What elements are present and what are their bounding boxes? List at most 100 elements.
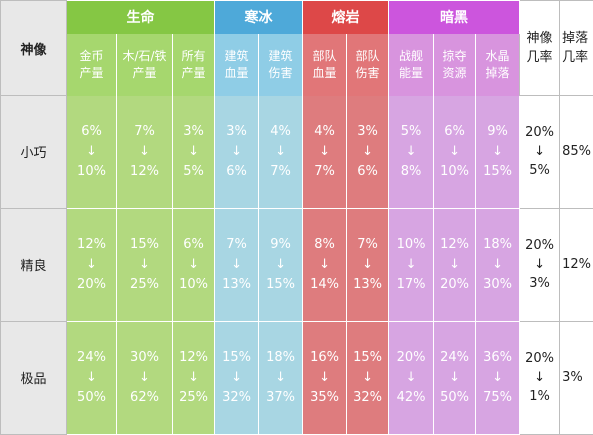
value-to: 15% xyxy=(259,275,302,295)
arrow-icon: ↓ xyxy=(303,255,346,275)
value-to: 8% xyxy=(389,162,433,182)
value-cell: 6%↓10% xyxy=(173,208,215,321)
value-from: 15% xyxy=(117,235,172,255)
rate-header: 神像几率 xyxy=(520,1,560,96)
rate-header-line2: 几率 xyxy=(527,50,553,65)
group-header-row: 神像 生命 寒冰 熔岩 暗黑 神像几率 掉落几率 xyxy=(1,1,593,34)
value-cell: 3%↓6% xyxy=(347,96,389,209)
value-cell: 3%↓5% xyxy=(173,96,215,209)
arrow-icon: ↓ xyxy=(215,368,258,388)
value-cell: 9%↓15% xyxy=(476,96,520,209)
arrow-icon: ↓ xyxy=(347,255,388,275)
arrow-icon: ↓ xyxy=(117,368,172,388)
value-cell: 15%↓32% xyxy=(347,321,389,434)
arrow-icon: ↓ xyxy=(389,368,433,388)
column-header-line: 伤害 xyxy=(269,66,293,80)
value-from: 6% xyxy=(67,122,116,142)
value-from: 3% xyxy=(215,122,258,142)
arrow-icon: ↓ xyxy=(476,142,519,162)
arrow-icon: ↓ xyxy=(67,142,116,162)
column-header-lava-1: 部队伤害 xyxy=(347,34,389,96)
value-cell: 4%↓7% xyxy=(303,96,347,209)
value-from: 16% xyxy=(303,348,346,368)
value-cell: 24%↓50% xyxy=(67,321,117,434)
value-from: 7% xyxy=(215,235,258,255)
group-header-lava: 熔岩 xyxy=(303,1,389,34)
column-header-line: 金币 xyxy=(79,49,103,63)
value-cell: 18%↓37% xyxy=(259,321,303,434)
column-header-ice-0: 建筑血量 xyxy=(215,34,259,96)
value-to: 7% xyxy=(259,162,302,182)
arrow-icon: ↓ xyxy=(434,255,475,275)
arrow-icon: ↓ xyxy=(117,255,172,275)
value-to: 30% xyxy=(476,275,519,295)
arrow-icon: ↓ xyxy=(173,142,214,162)
value-from: 8% xyxy=(303,235,346,255)
value-to: 32% xyxy=(347,388,388,408)
value-from: 10% xyxy=(389,235,433,255)
value-from: 30% xyxy=(117,348,172,368)
column-header-line: 能量 xyxy=(399,66,423,80)
value-cell: 20%↓42% xyxy=(389,321,434,434)
rate-from: 20% xyxy=(520,349,559,368)
value-to: 25% xyxy=(117,275,172,295)
value-cell: 10%↓17% xyxy=(389,208,434,321)
row-header: 小巧 xyxy=(1,96,67,209)
rate-from: 20% xyxy=(520,236,559,255)
arrow-icon: ↓ xyxy=(347,368,388,388)
value-cell: 18%↓30% xyxy=(476,208,520,321)
sub-header-row: 金币产量木/石/铁产量所有产量建筑血量建筑伤害部队血量部队伤害战舰能量掠夺资源水… xyxy=(1,34,593,96)
arrow-icon: ↓ xyxy=(259,142,302,162)
value-to: 20% xyxy=(434,275,475,295)
column-header-line: 部队 xyxy=(313,49,337,63)
value-cell: 7%↓12% xyxy=(117,96,173,209)
value-from: 18% xyxy=(476,235,519,255)
drop-header-line2: 几率 xyxy=(562,50,588,65)
column-header-line: 战舰 xyxy=(399,49,423,63)
value-from: 24% xyxy=(434,348,475,368)
arrow-icon: ↓ xyxy=(434,142,475,162)
arrow-icon: ↓ xyxy=(259,255,302,275)
value-from: 6% xyxy=(173,235,214,255)
value-to: 6% xyxy=(215,162,258,182)
arrow-icon: ↓ xyxy=(67,255,116,275)
value-from: 4% xyxy=(259,122,302,142)
column-header-line: 建筑 xyxy=(225,49,249,63)
value-cell: 16%↓35% xyxy=(303,321,347,434)
value-cell: 24%↓50% xyxy=(434,321,476,434)
value-cell: 36%↓75% xyxy=(476,321,520,434)
column-header-life-2: 所有产量 xyxy=(173,34,215,96)
column-header-line: 产量 xyxy=(79,66,103,80)
column-header-life-1: 木/石/铁产量 xyxy=(117,34,173,96)
row-header: 极品 xyxy=(1,321,67,434)
value-to: 10% xyxy=(434,162,475,182)
value-cell: 5%↓8% xyxy=(389,96,434,209)
arrow-icon: ↓ xyxy=(215,255,258,275)
rate-header-line1: 神像 xyxy=(527,31,553,46)
value-from: 20% xyxy=(389,348,433,368)
column-header-line: 血量 xyxy=(313,66,337,80)
group-header-life: 生命 xyxy=(67,1,215,34)
value-to: 25% xyxy=(173,388,214,408)
value-cell: 7%↓13% xyxy=(347,208,389,321)
column-header-dark-1: 掠夺资源 xyxy=(434,34,476,96)
value-to: 13% xyxy=(215,275,258,295)
value-cell: 3%↓6% xyxy=(215,96,259,209)
value-cell: 30%↓62% xyxy=(117,321,173,434)
drop-cell: 3% xyxy=(560,321,593,434)
column-header-line: 产量 xyxy=(132,66,156,80)
value-cell: 12%↓20% xyxy=(434,208,476,321)
group-header-ice: 寒冰 xyxy=(215,1,303,34)
value-cell: 9%↓15% xyxy=(259,208,303,321)
drop-cell: 85% xyxy=(560,96,593,209)
arrow-icon: ↓ xyxy=(173,368,214,388)
column-header-line: 伤害 xyxy=(356,66,380,80)
value-from: 3% xyxy=(173,122,214,142)
value-to: 50% xyxy=(434,388,475,408)
column-header-line: 血量 xyxy=(225,66,249,80)
drop-cell: 12% xyxy=(560,208,593,321)
rate-to: 5% xyxy=(520,161,559,180)
